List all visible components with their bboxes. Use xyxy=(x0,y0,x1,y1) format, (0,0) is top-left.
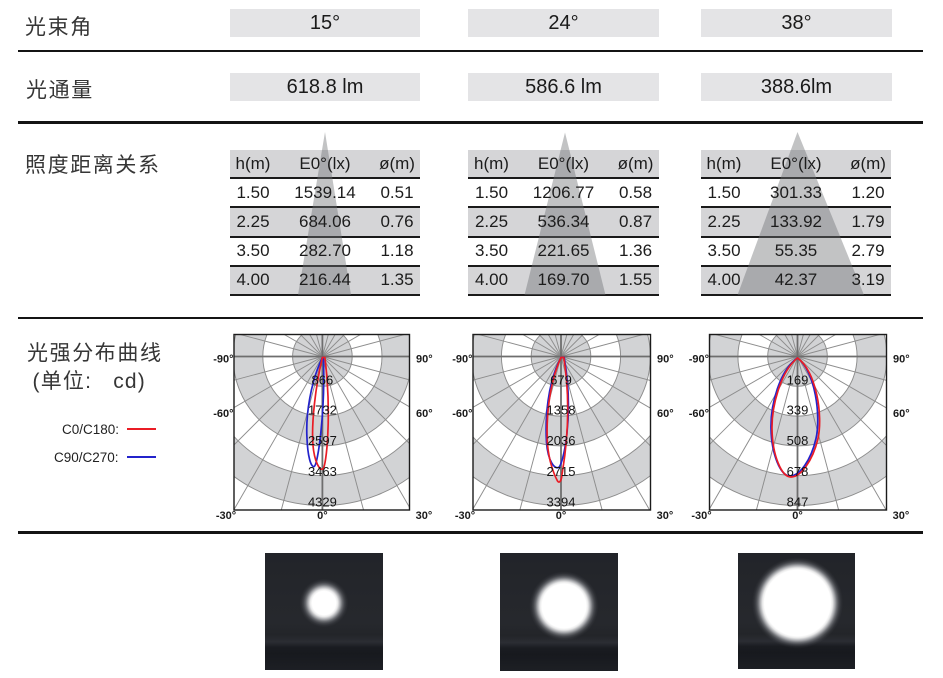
svg-text:2715: 2715 xyxy=(547,464,576,479)
svg-text:-30°: -30° xyxy=(691,510,711,522)
svg-text:2036: 2036 xyxy=(547,433,576,448)
svg-text:-60°: -60° xyxy=(213,408,233,420)
svg-text:-90°: -90° xyxy=(689,353,709,365)
svg-text:339: 339 xyxy=(787,402,809,417)
svg-text:-90°: -90° xyxy=(452,353,472,365)
svg-text:169: 169 xyxy=(787,372,809,387)
svg-text:90°: 90° xyxy=(416,353,433,365)
svg-text:30°: 30° xyxy=(657,510,674,522)
svg-text:847: 847 xyxy=(787,494,809,509)
svg-text:1358: 1358 xyxy=(547,402,576,417)
svg-text:4329: 4329 xyxy=(308,494,337,509)
svg-text:1732: 1732 xyxy=(308,402,337,417)
svg-text:0°: 0° xyxy=(556,510,567,522)
svg-text:-90°: -90° xyxy=(213,353,233,365)
svg-text:0°: 0° xyxy=(792,510,803,522)
svg-text:60°: 60° xyxy=(416,408,433,420)
svg-text:2597: 2597 xyxy=(308,433,337,448)
svg-text:678: 678 xyxy=(787,464,809,479)
svg-text:30°: 30° xyxy=(893,510,910,522)
svg-text:866: 866 xyxy=(312,372,334,387)
svg-text:0°: 0° xyxy=(317,510,328,522)
svg-text:90°: 90° xyxy=(893,353,910,365)
svg-text:30°: 30° xyxy=(416,510,433,522)
svg-text:60°: 60° xyxy=(657,408,674,420)
svg-text:-60°: -60° xyxy=(452,408,472,420)
svg-text:3394: 3394 xyxy=(547,494,576,509)
svg-text:679: 679 xyxy=(550,372,572,387)
svg-text:60°: 60° xyxy=(893,408,910,420)
svg-text:-30°: -30° xyxy=(455,510,475,522)
svg-text:90°: 90° xyxy=(657,353,674,365)
svg-text:-60°: -60° xyxy=(689,408,709,420)
svg-text:-30°: -30° xyxy=(216,510,236,522)
svg-text:508: 508 xyxy=(787,433,809,448)
svg-text:3463: 3463 xyxy=(308,464,337,479)
